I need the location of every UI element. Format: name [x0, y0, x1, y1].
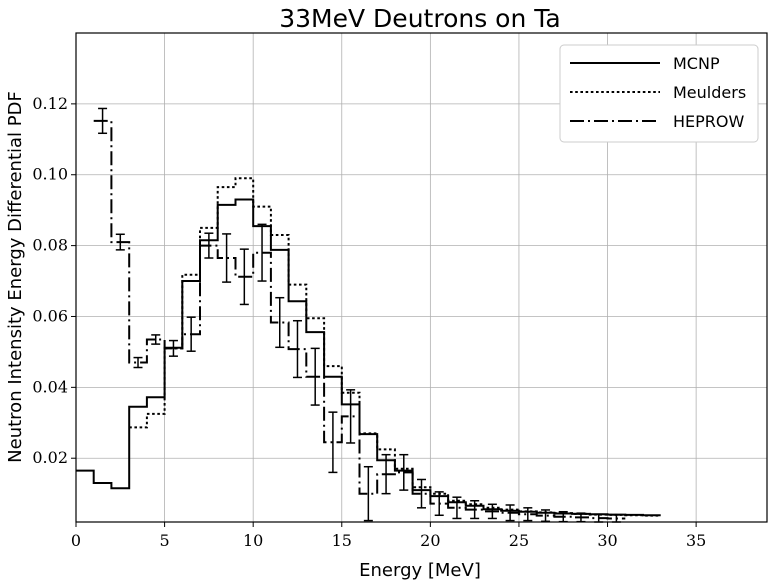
x-tick-label: 10 [243, 531, 263, 550]
error-bar-heprow [611, 514, 621, 523]
error-bar-heprow [310, 347, 320, 406]
y-tick-label: 0.10 [32, 165, 68, 184]
y-tick-label: 0.02 [32, 448, 68, 467]
series-layer [76, 107, 661, 523]
chart-title: 33MeV Deutrons on Ta [279, 4, 560, 33]
legend-label-heprow: HEPROW [673, 112, 745, 131]
y-tick-label: 0.12 [32, 94, 68, 113]
x-tick-label: 25 [509, 531, 529, 550]
error-bar-heprow [434, 491, 444, 517]
error-bar-heprow [204, 232, 214, 259]
error-bar-heprow [98, 107, 108, 135]
error-bar-heprow [222, 233, 232, 283]
x-axis-label: Energy [MeV] [359, 560, 481, 581]
error-bar-heprow [239, 248, 249, 306]
x-tick-label: 20 [420, 531, 440, 550]
error-bar-heprow [115, 233, 125, 251]
legend-label-mcnp: MCNP [673, 54, 720, 73]
error-bar-heprow [346, 389, 356, 444]
x-tick-label: 30 [597, 531, 617, 550]
error-bar-heprow [487, 503, 497, 520]
error-bar-heprow [151, 334, 161, 345]
error-bar-heprow [470, 499, 480, 520]
series-line-mcnp [76, 198, 661, 517]
series-line-meulders [129, 177, 661, 517]
legend-label-meulders: Meulders [673, 83, 746, 102]
error-bar-heprow [523, 507, 533, 522]
legend-box [559, 44, 759, 143]
y-tick-label: 0.06 [32, 306, 68, 325]
series-line-heprow [93, 119, 626, 520]
error-bar-heprow [541, 509, 551, 523]
error-bar-heprow [186, 316, 196, 352]
error-bar-heprow [381, 453, 391, 495]
error-bar-heprow [417, 478, 426, 509]
x-tick-label: 15 [332, 531, 352, 550]
y-axis-label: Neutron Intensity Energy Differential PD… [5, 91, 26, 463]
error-bar-heprow [292, 319, 302, 379]
y-tick-label: 0.04 [32, 377, 68, 396]
x-tick-label: 0 [71, 531, 81, 550]
y-tick-label: 0.08 [32, 236, 68, 255]
error-bar-heprow [275, 296, 285, 349]
error-bar-heprow [133, 356, 143, 369]
error-bar-heprow [328, 411, 338, 474]
ticks: 0 5 10 15 20 25 30 35 0.02 0.04 0.06 0.08 0.10 0.12 [32, 94, 706, 550]
error-bar-heprow [257, 223, 267, 282]
error-bar-heprow [452, 496, 462, 520]
legend: MCNP Meulders HEPROW [559, 44, 759, 143]
error-bar-heprow [505, 504, 515, 522]
error-bar-heprow [399, 453, 409, 491]
error-bar-heprow [363, 465, 373, 522]
x-tick-label: 5 [159, 531, 169, 550]
x-tick-label: 35 [686, 531, 706, 550]
plot-frame [75, 32, 768, 523]
error-bar-heprow [168, 339, 178, 357]
